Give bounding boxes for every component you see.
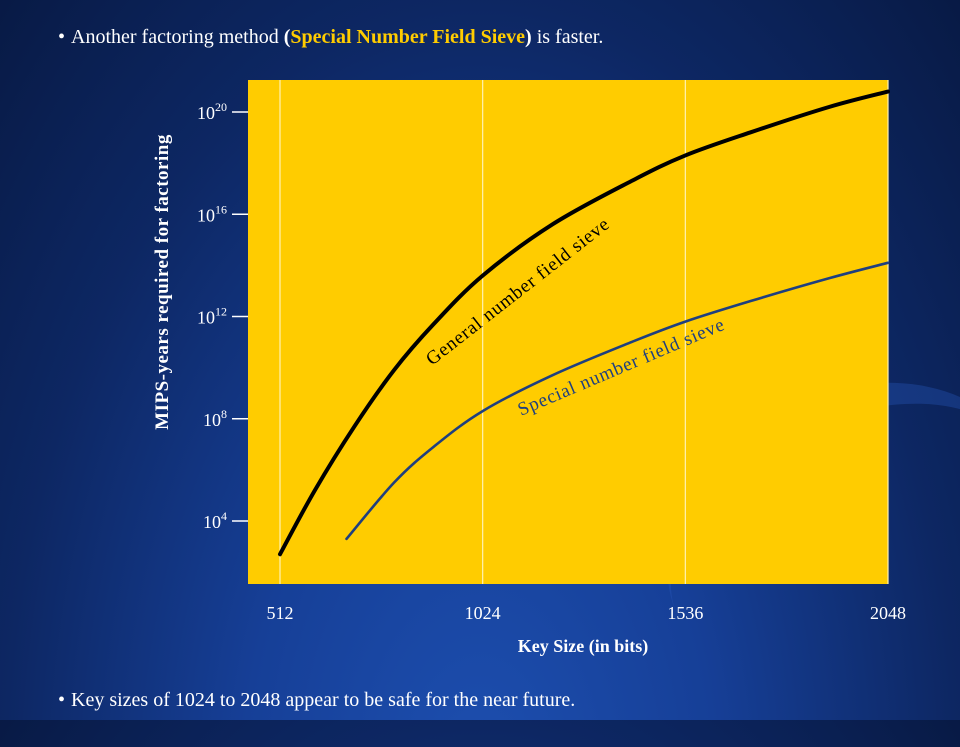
y-tick-label: 1020 <box>197 100 227 123</box>
y-tick-exponent: 20 <box>215 100 227 114</box>
y-axis-label: MIPS-years required for factoring <box>152 134 173 430</box>
y-tick-base: 10 <box>197 205 215 225</box>
bullet-text: Key sizes of 1024 to 2048 appear to be s… <box>71 689 576 711</box>
y-tick-exponent: 12 <box>215 305 227 319</box>
bullet-open-paren: ( <box>283 26 291 48</box>
bullet-suffix: is faster. <box>531 26 604 48</box>
x-axis-label: Key Size (in bits) <box>518 636 649 657</box>
bullet-special-sieve: • Another factoring method (Special Numbe… <box>58 25 603 49</box>
y-tick-exponent: 16 <box>215 202 227 216</box>
x-tick-label: 1536 <box>667 603 703 623</box>
bullet-highlight: Special Number Field Sieve <box>290 26 526 48</box>
y-tick-base: 10 <box>203 410 221 430</box>
series-line-general <box>278 89 890 557</box>
bullet-close-paren: ) <box>525 26 532 48</box>
series-group <box>278 89 890 557</box>
x-tick-label: 512 <box>267 603 294 623</box>
y-tick-base: 10 <box>197 103 215 123</box>
y-tick-label: 1012 <box>197 305 227 328</box>
bullet-dot: • <box>58 26 66 48</box>
plot-area <box>248 80 888 584</box>
y-tick-label: 108 <box>203 407 227 430</box>
x-axis: 512 1024 1536 2048 <box>267 603 907 623</box>
bullet-prefix: Another factoring method <box>71 26 284 48</box>
grid-lines <box>279 80 889 584</box>
x-tick-label: 1024 <box>465 603 501 623</box>
series-line-special <box>345 261 890 541</box>
x-tick-label: 2048 <box>870 603 906 623</box>
bullet-dot: • <box>58 689 66 711</box>
y-tick-exponent: 8 <box>221 407 227 421</box>
y-tick-label: 104 <box>203 509 227 532</box>
y-tick-exponent: 4 <box>221 509 227 523</box>
y-tick-label: 1016 <box>197 202 227 225</box>
y-tick-base: 10 <box>197 308 215 328</box>
bullet-key-sizes: • Key sizes of 1024 to 2048 appear to be … <box>58 688 575 712</box>
y-tick-base: 10 <box>203 512 221 532</box>
